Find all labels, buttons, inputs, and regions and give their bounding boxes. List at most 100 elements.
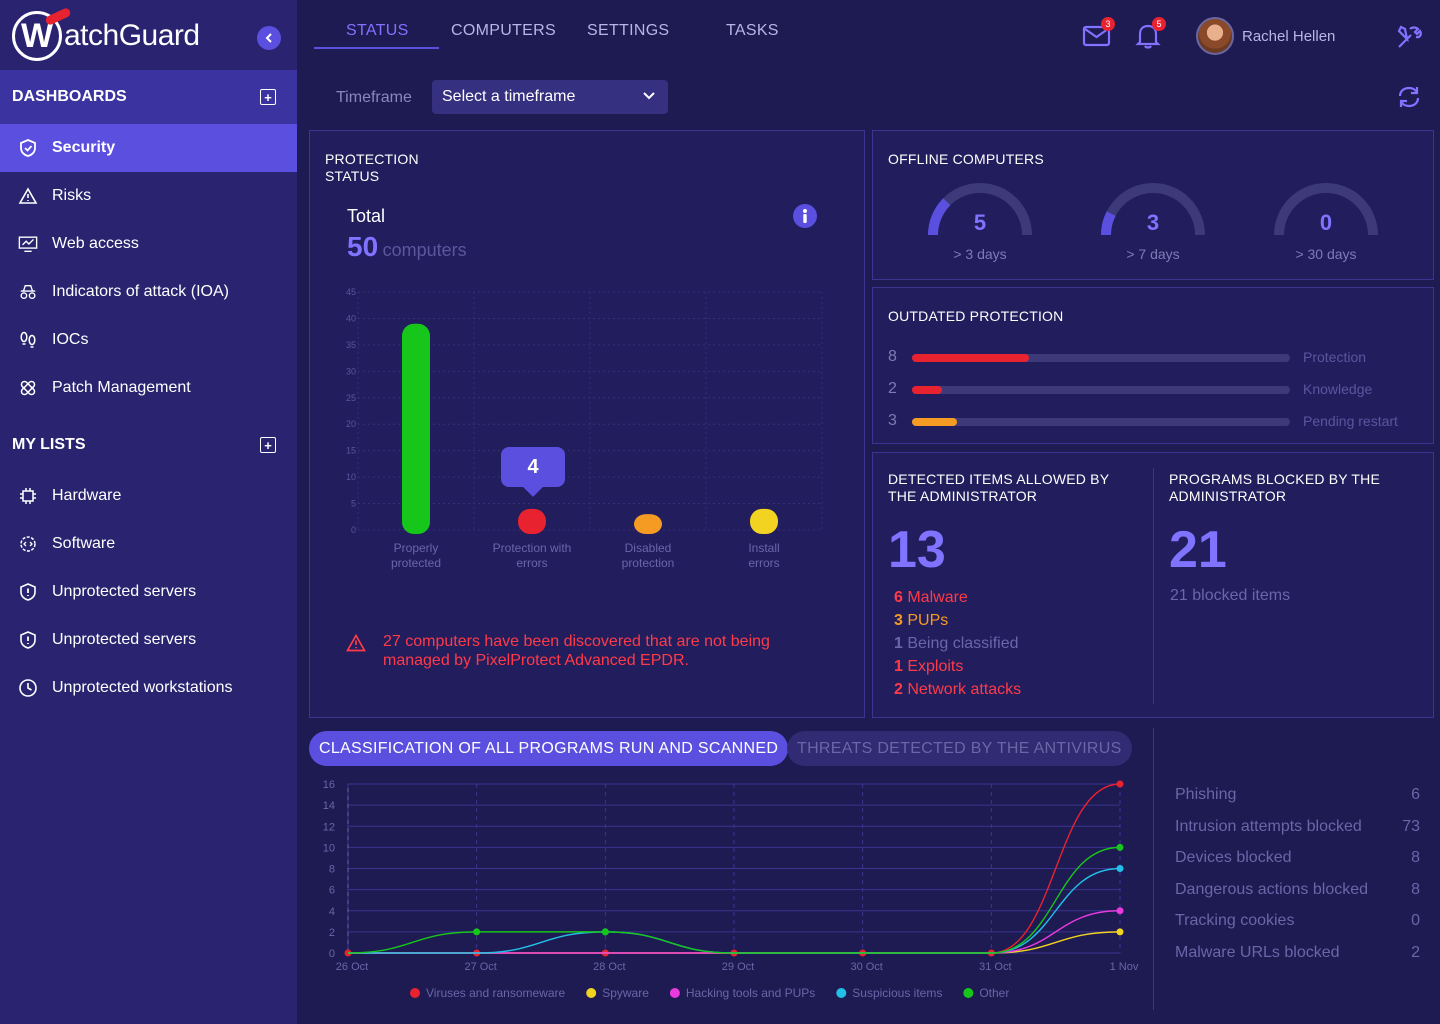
tab-tasks[interactable]: TASKS [726,22,779,39]
data-point [1116,907,1124,915]
data-point [1116,780,1124,788]
bar [402,323,430,534]
panel-divider [1153,468,1154,704]
stat-row[interactable]: Malware URLs blocked 2 [1175,944,1420,961]
shield-icon [18,138,38,158]
info-button[interactable] [793,204,817,228]
sidebar: W atchGuard DASHBOARDS + Security Risks … [0,0,297,1024]
watchguard-logo[interactable]: W atchGuard [12,6,200,62]
y-tick-label: 10 [323,842,335,854]
gauge-arc [1101,183,1205,236]
outdated-row-pending-restart[interactable]: 3 Pending restart [888,412,1398,429]
progress-fill [912,354,1030,362]
allowed-item[interactable]: 1 Exploits [894,658,964,675]
y-tick-label: 6 [329,885,335,897]
clock-icon [18,678,38,698]
x-tick-label: 31 Oct [979,961,1011,973]
progress-fill [912,418,958,426]
refresh-button[interactable] [1395,83,1423,111]
total-label: Total [347,206,386,226]
allowed-item[interactable]: 1 Being classified [894,635,1019,652]
offline-gauge-7-days[interactable]: 3 > 7 days [1093,180,1213,270]
y-tick-label: 2 [329,927,335,939]
offline-gauge-3-days[interactable]: 5 > 3 days [920,180,1040,270]
y-tick-label: 45 [346,287,356,297]
sidebar-item-unprotected-servers[interactable]: Unprotected servers [0,568,297,616]
legend-label: Hacking tools and PUPs [686,986,815,1000]
sidebar-item-ioa[interactable]: Indicators of attack (IOA) [0,268,297,316]
sidebar-item-software[interactable]: Software [0,520,297,568]
unmanaged-warning[interactable]: 27 computers have been discovered that a… [346,632,816,670]
tab-computers[interactable]: COMPUTERS [451,22,556,39]
legend-swatch [410,988,420,998]
x-tick-label: 28 Oct [593,961,625,973]
refresh-icon [1398,86,1420,108]
chevron-down-icon [643,92,655,100]
warning-icon [18,186,38,206]
stat-row[interactable]: Phishing 6 [1175,786,1420,803]
sidebar-item-patch-management[interactable]: Patch Management [0,364,297,412]
offline-computers-panel [872,130,1434,280]
y-tick-label: 8 [329,864,335,876]
my-lists-header: MY LISTS + [0,421,297,469]
errors-tooltip: 4 [501,447,565,497]
x-tick-label: 27 Oct [464,961,496,973]
y-tick-label: 25 [346,393,356,403]
sidebar-item-unprotected-servers-2[interactable]: Unprotected servers [0,616,297,664]
sidebar-item-web-access[interactable]: Web access [0,220,297,268]
stat-row[interactable]: Tracking cookies 0 [1175,912,1420,930]
add-dashboard-button[interactable]: + [260,89,276,105]
total-computers: 50 computers [347,231,467,262]
legend-label: Other [979,986,1009,1000]
active-tab-indicator [314,47,439,49]
chip-icon [18,486,38,506]
x-tick-label: Install errors [748,541,779,570]
gauge-fill [928,198,951,236]
add-list-button[interactable]: + [260,437,276,453]
protection-status-panel [309,130,865,718]
data-point [1116,843,1124,851]
sidebar-item-iocs[interactable]: IOCs [0,316,297,364]
notifications-button[interactable]: 5 [1133,17,1166,50]
outdated-row-protection[interactable]: 8 Protection [888,348,1367,365]
y-tick-label: 14 [323,800,335,812]
tab-classification-programs[interactable]: CLASSIFICATION OF ALL PROGRAMS RUN AND S… [309,731,789,766]
allowed-item[interactable]: 3 PUPs [894,612,949,629]
sidebar-item-unprotected-workstations[interactable]: Unprotected workstations [0,664,297,712]
tab-threats-antivirus[interactable]: THREATS DETECTED BY THE ANTIVIRUS [787,731,1132,766]
spy-icon [18,282,38,302]
y-tick-label: 4 [329,906,335,918]
stat-row[interactable]: Dangerous actions blocked 8 [1175,880,1420,898]
collapse-sidebar-button[interactable] [257,26,281,50]
sidebar-item-risks[interactable]: Risks [0,172,297,220]
outdated-protection-title: OUTDATED PROTECTION [888,308,1064,324]
mail-button[interactable]: 3 [1082,17,1115,50]
y-tick-label: 16 [323,779,335,791]
allowed-items-title: DETECTED ITEMS ALLOWED BY THE ADMINISTRAT… [888,471,1110,504]
blocked-total: 21 [1169,521,1227,579]
mail-icon [1082,25,1111,47]
stat-row[interactable]: Intrusion attempts blocked 73 [1175,817,1420,835]
y-tick-label: 5 [351,499,356,509]
tab-settings[interactable]: SETTINGS [587,22,670,39]
timeframe-label: Timeframe [336,89,412,106]
protection-bar-chart: 0 5 10 15 20 25 30 35 40 45 Properly protected Prote… [346,287,823,570]
data-point [473,928,481,936]
tab-status[interactable]: STATUS [346,22,409,39]
allowed-item[interactable]: 6 Malware [894,589,968,606]
y-tick-label: 35 [346,340,356,350]
allowed-item[interactable]: 2 Network attacks [894,681,1022,698]
offline-gauge-30-days[interactable]: 0 > 30 days [1266,180,1386,270]
y-tick-label: 40 [346,313,356,323]
timeframe-select[interactable]: Select a timeframe [432,80,668,114]
bell-icon [1135,24,1161,49]
sidebar-item-security[interactable]: Security [0,124,297,172]
avatar[interactable] [1196,17,1234,55]
outdated-row-knowledge[interactable]: 2 Knowledge [888,380,1373,397]
allowed-items-list: 6 Malware 3 PUPs 1 Being classified 1 Explo… [894,586,1021,701]
sidebar-item-hardware[interactable]: Hardware [0,472,297,520]
stat-row[interactable]: Devices blocked 8 [1175,849,1420,867]
tools-button[interactable] [1396,24,1426,54]
x-tick-label: Properly protected [391,541,441,570]
username[interactable]: Rachel Hellen [1242,28,1336,45]
